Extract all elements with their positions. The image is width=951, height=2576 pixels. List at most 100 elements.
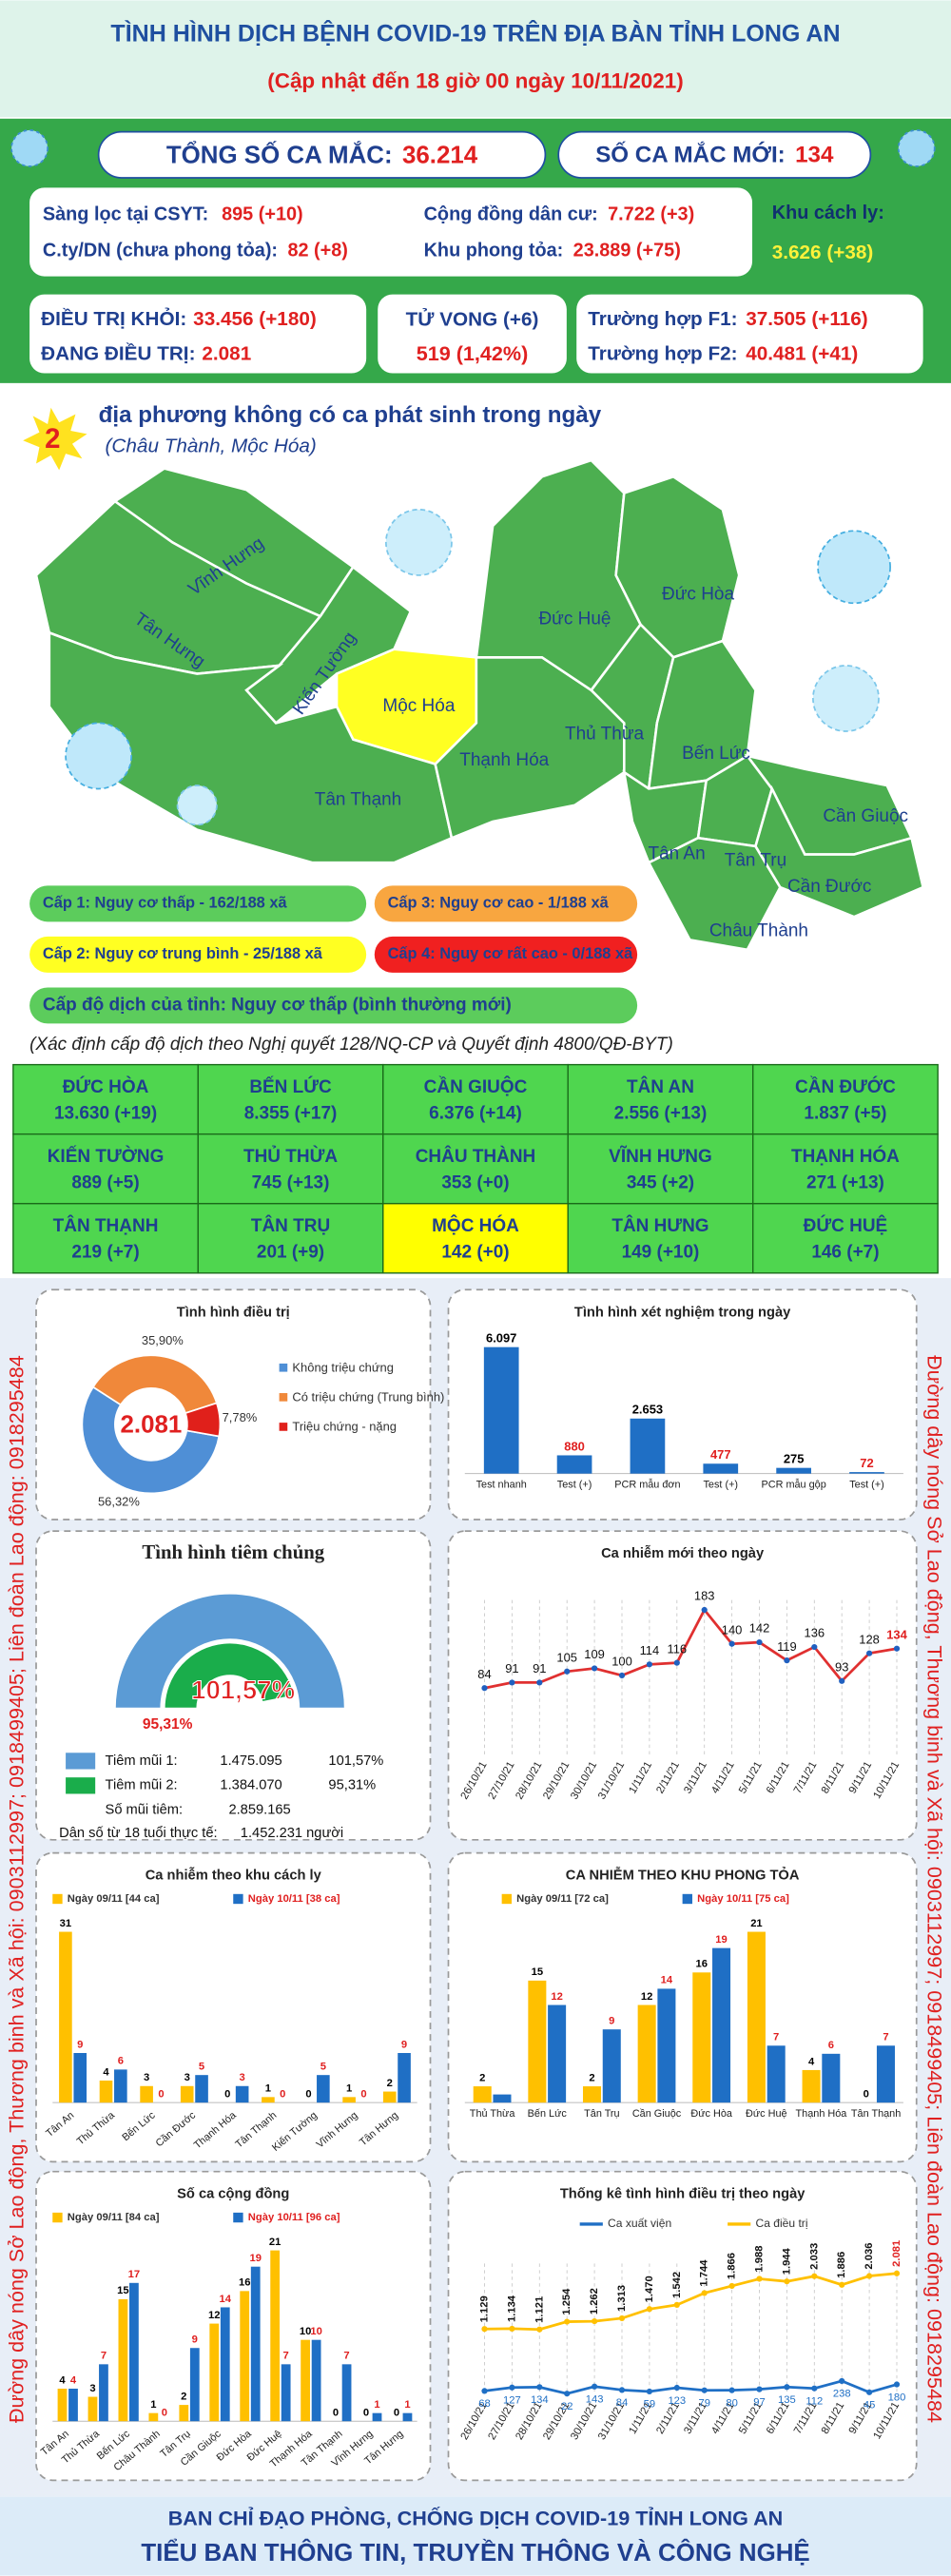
value-label: 2.081 [891,2240,902,2267]
district-label: Thủ Thừa [565,724,645,744]
cell-value: 13.630 (+19) [54,1103,157,1123]
value-label: 7 [343,2351,349,2362]
bar [59,1931,72,2103]
value-label: 4 [103,2066,109,2078]
x-tick-label: Cần Giuộc [632,2108,682,2120]
marker [591,1665,598,1672]
legend-label: Ca điều trị [755,2217,807,2230]
legend-label: Ngày 09/11 [44 ca] [68,1893,160,1905]
table-cell [197,1063,384,1135]
bar [849,1472,884,1474]
treating-label: ĐANG ĐIỀU TRỊ: [41,343,195,365]
marker [893,1645,901,1652]
value-label: 5 [199,2062,204,2073]
bar [73,2053,87,2103]
district-shape [754,784,925,919]
cell-name: TÂN THẠNH [53,1215,159,1236]
marker [756,2386,763,2392]
source: C.ty/DN (chưa phong tỏa): 82 (+8) [43,241,348,261]
hotline: Đường dây nóng Sở Lao động, Thương binh … [922,1355,946,2423]
bar [747,1931,766,2103]
table-cell [752,1133,939,1205]
bar [179,2405,189,2422]
value-label: 9 [192,2334,198,2346]
value-label: 2 [479,2072,485,2083]
marker [893,2381,901,2388]
cell-value: 8.355 (+17) [244,1103,338,1123]
value-label: 1 [346,2083,352,2095]
value-label: 31 [60,1918,71,1929]
value-label: 101,57% [191,1675,295,1705]
level-pill [29,936,367,973]
value-label: 17 [128,2269,140,2280]
marker [893,2270,901,2276]
district-label: Tân Trụ [725,850,786,870]
marker [481,2388,488,2394]
value-label: 6.097 [486,1330,516,1345]
value-label: 91 [533,1661,546,1675]
district-label: Đức Huệ [538,610,611,629]
value-label: 1.134 [506,2295,517,2322]
bar [493,2094,512,2103]
legend-label: Ngày 10/11 [96 ca] [248,2212,340,2223]
legend-swatch [279,1423,288,1431]
marker [591,2317,598,2325]
marker [673,1659,680,1666]
table-cell [12,1133,199,1205]
source: Cộng đồng dân cư: 7.722 (+3) [424,204,695,225]
value-label: 3 [240,2072,245,2083]
marker [701,1606,708,1614]
value-label: 2 [589,2072,594,2083]
virus-icon [817,530,891,605]
bar [270,2250,281,2422]
marker [784,1657,790,1664]
donut-hole [116,1389,186,1460]
virus-icon [385,508,453,576]
subtitle: (Cập nhật đến 18 giờ 00 ngày 10/11/2021) [267,69,683,93]
cell-name: ĐỨC HUỆ [804,1215,888,1236]
value-label: 80 [726,2397,737,2409]
table-cell [12,1203,199,1274]
value-label: 0 [360,2088,366,2100]
marker [756,1638,763,1646]
deaths-value: 519 (1,42%) [417,341,529,365]
cell-value: 146 (+7) [811,1243,879,1263]
marker [564,1668,571,1675]
marker [646,1661,653,1668]
value-label: 180 [888,2392,906,2403]
legend-swatch [66,1777,96,1794]
chart-panel [35,1530,432,1841]
legend-swatch [233,1893,243,1905]
marker [509,2325,515,2333]
treating-value: 2.081 [202,343,251,365]
source-value: 82 (+8) [287,241,347,261]
chart-title: Tình hình điều trị [177,1305,290,1320]
x-tick-label: Thạnh Hóa [796,2108,848,2120]
marker [865,2389,873,2395]
cell-value: 6.376 (+14) [429,1103,522,1123]
level-pill [374,885,638,922]
value-label: 4 [70,2374,77,2386]
footer-line: BAN CHỈ ĐẠO PHÒNG, CHỐNG DỊCH COVID-19 T… [168,2506,784,2530]
value-label: 3 [144,2072,149,2083]
total-value: 36.214 [402,142,478,168]
legend-swatch [279,1393,288,1402]
chart-title: Ca nhiễm mới theo ngày [601,1545,765,1561]
cell-value: 345 (+2) [627,1172,694,1192]
level-text: Cấp 2: Nguy cơ trung bình - 25/188 xã [43,945,323,962]
marker [839,1677,845,1684]
source-value: 895 (+10) [222,204,303,225]
marker [811,2385,818,2392]
bar [189,2348,200,2422]
value-label: 19 [715,1934,727,1946]
contacts-box [576,294,923,374]
pie-slice [184,1402,222,1438]
new-label: SỐ CA MẮC MỚI: [595,142,786,168]
f1: Trường hợp F1: 37.505 (+116) [588,309,867,331]
sources-box [29,187,753,277]
district-label: Tân An [648,844,705,864]
x-tick-label: PCR mẫu đơn [614,1479,680,1491]
value-label: 97 [753,2396,765,2408]
header-bg [0,0,951,118]
